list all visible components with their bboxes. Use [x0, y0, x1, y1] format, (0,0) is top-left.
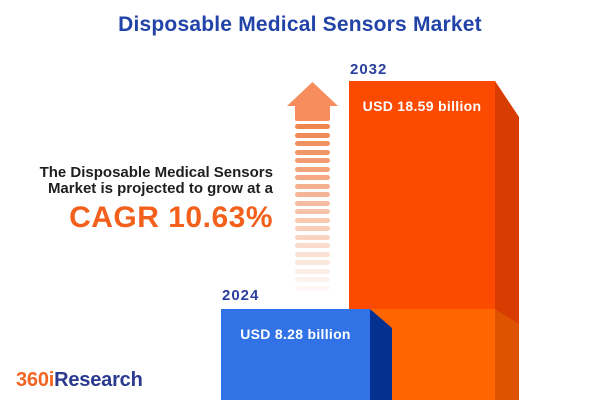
bar-2032-side-lower [495, 309, 519, 400]
logo-360i: 360i [16, 369, 55, 391]
growth-arrow-icon [287, 82, 338, 294]
bar-2024-year-label: 2024 [222, 287, 260, 304]
bar-2024-value-label: USD 8.28 billion [240, 326, 351, 342]
bar-2032-value-label: USD 18.59 billion [362, 98, 482, 114]
cagr-value: CAGR 10.63% [69, 201, 273, 234]
bar-2024-side [370, 309, 392, 400]
page-title: Disposable Medical Sensors Market [118, 13, 482, 36]
growth-summary: The Disposable Medical Sensors Market is… [20, 165, 273, 233]
bar-2024-face [221, 309, 370, 400]
growth-summary-line-2: Market is projected to grow at a [47, 180, 273, 197]
arrow-head-icon [287, 82, 338, 106]
logo-research: Research [54, 369, 143, 391]
bar-2032-side [495, 81, 519, 400]
bar-2032-year-label: 2032 [350, 61, 388, 78]
bar-2024: 2024 USD 8.28 billion [221, 287, 392, 400]
growth-summary-line-1: The Disposable Medical Sensors [39, 164, 273, 181]
arrow-stripes [295, 124, 330, 291]
logo: 360iResearch [16, 369, 143, 392]
arrow-neck [295, 105, 330, 121]
